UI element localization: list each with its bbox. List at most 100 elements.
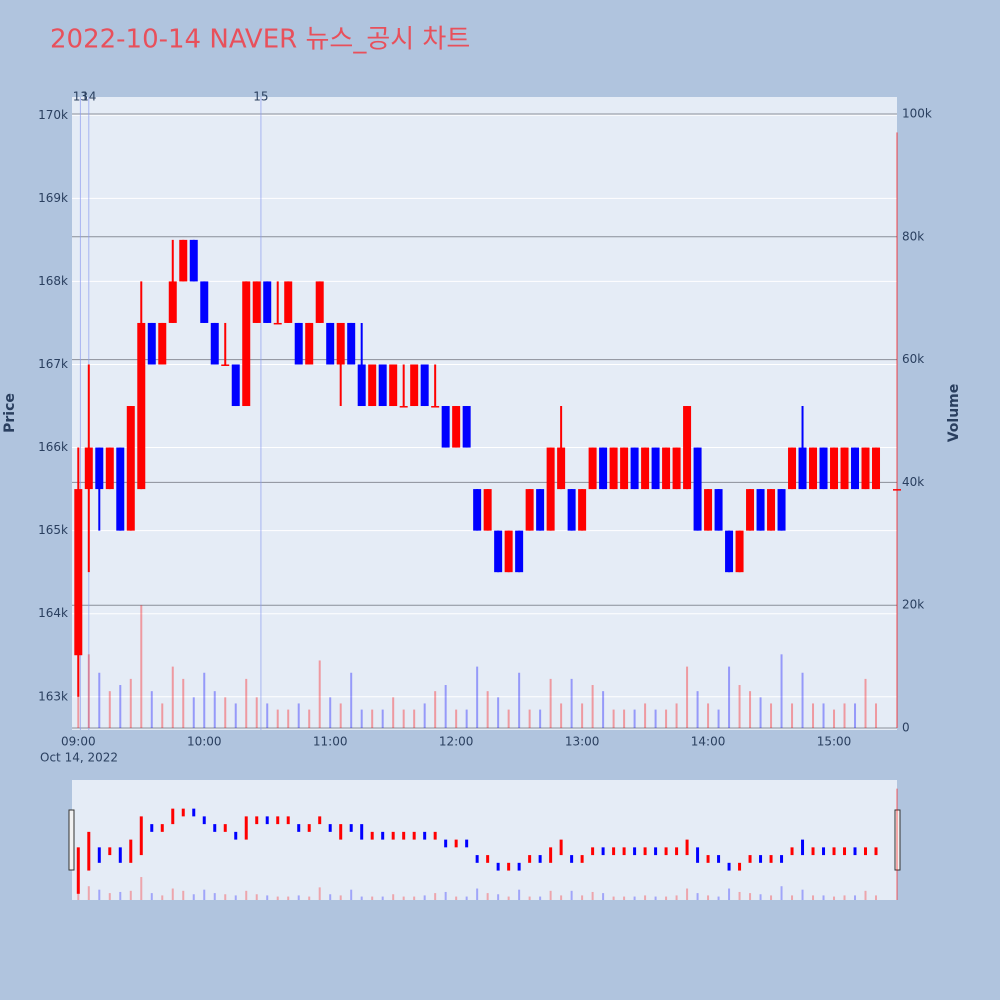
- volume-bar: [759, 697, 762, 728]
- volume-bar: [507, 709, 510, 728]
- plot-area: [72, 97, 897, 730]
- event-label: 14: [81, 90, 96, 104]
- volume-bar: [644, 703, 647, 728]
- x-tick-label: 12:00: [439, 735, 474, 749]
- volume-bar: [224, 697, 227, 728]
- candle-body: [189, 239, 198, 282]
- slider-volume-bar: [833, 896, 836, 900]
- volume-bar: [801, 672, 804, 728]
- volume-bar: [108, 691, 111, 728]
- volume-bar: [402, 709, 405, 728]
- y2-tick-label: 0: [902, 721, 910, 735]
- slider-volume-bar: [759, 894, 762, 900]
- volume-bar: [738, 685, 741, 728]
- volume-bar: [780, 654, 783, 728]
- slider-volume-bar: [686, 888, 689, 900]
- volume-bar: [518, 672, 521, 728]
- slider-volume-bar: [728, 888, 731, 900]
- candle-body: [357, 364, 366, 407]
- candle-body: [651, 447, 660, 490]
- volume-bar: [854, 703, 857, 728]
- candle-body: [693, 447, 702, 531]
- volume-bar: [707, 703, 710, 728]
- volume-bar: [381, 709, 384, 728]
- slider-volume-bar: [444, 891, 447, 900]
- candle-body: [630, 447, 639, 490]
- candle-body: [252, 281, 261, 323]
- candle-body: [242, 281, 251, 407]
- range-slider[interactable]: [72, 780, 897, 900]
- volume-bar: [129, 678, 132, 728]
- slider-volume-bar: [780, 886, 783, 900]
- slider-handle[interactable]: [68, 809, 75, 871]
- slider-volume-bar: [581, 895, 584, 900]
- volume-bar: [287, 709, 290, 728]
- candle-body: [704, 489, 713, 531]
- slider-volume-bar: [350, 889, 353, 900]
- slider-volume-bar: [644, 895, 647, 900]
- volume-bar: [423, 703, 426, 728]
- volume-bar: [255, 697, 258, 728]
- y2-tick-label: 100k: [902, 107, 932, 121]
- volume-bar: [539, 709, 542, 728]
- slider-volume-bar: [224, 894, 227, 900]
- volume-bar: [843, 703, 846, 728]
- candle-body: [777, 489, 786, 531]
- candle-body: [399, 406, 408, 408]
- slider-volume-bar: [360, 896, 363, 900]
- candle-body: [494, 530, 503, 573]
- volume-bar: [896, 132, 898, 728]
- y-tick-label: 169k: [38, 191, 68, 205]
- slider-volume-bar: [455, 896, 458, 900]
- candle-body: [210, 322, 219, 365]
- candle-body: [557, 447, 566, 490]
- volume-bar: [371, 709, 374, 728]
- y-tick-label: 166k: [38, 440, 68, 454]
- volume-bar: [623, 709, 626, 728]
- candle-body: [147, 322, 156, 365]
- candle-body: [116, 447, 125, 531]
- volume-bar: [308, 709, 311, 728]
- candle-body: [431, 406, 440, 408]
- slider-volume-bar: [549, 890, 552, 900]
- candle-body: [861, 447, 870, 490]
- slider-volume-bar: [854, 895, 857, 900]
- candle-body: [221, 364, 230, 366]
- event-label: 15: [253, 90, 268, 104]
- slider-volume-bar: [654, 896, 657, 900]
- volume-bar: [360, 709, 363, 728]
- candle-body: [788, 447, 797, 490]
- candle-body: [830, 447, 839, 490]
- candle-body: [336, 322, 345, 365]
- candle-body: [441, 406, 450, 448]
- slider-volume-bar: [381, 896, 384, 900]
- slider-volume-bar: [234, 895, 237, 900]
- y2-tick-label: 60k: [902, 352, 924, 366]
- volume-bar: [654, 709, 657, 728]
- slider-volume-bar: [875, 895, 878, 900]
- slider-volume-bar: [528, 896, 531, 900]
- volume-bar: [234, 703, 237, 728]
- volume-bar: [833, 709, 836, 728]
- x-tick-label: 14:00: [691, 735, 726, 749]
- slider-volume-bar: [612, 896, 615, 900]
- candle-body: [546, 447, 555, 531]
- slider-volume-bar: [696, 893, 699, 900]
- candle-body: [588, 447, 597, 490]
- volume-bar: [570, 678, 573, 728]
- slider-volume-bar: [308, 896, 311, 900]
- candle-body: [74, 489, 83, 656]
- slider-volume-bar: [171, 888, 174, 900]
- candle-body: [473, 489, 482, 531]
- volume-bar: [140, 605, 143, 728]
- volume-bar: [528, 709, 531, 728]
- slider-volume-bar: [633, 896, 636, 900]
- volume-bar: [728, 666, 731, 728]
- candle-body: [105, 447, 114, 490]
- volume-bar: [276, 709, 279, 728]
- candle-body: [578, 489, 587, 531]
- candle-body: [462, 406, 471, 448]
- candle-body: [840, 447, 849, 490]
- slider-volume-bar: [266, 895, 269, 900]
- slider-handle[interactable]: [894, 809, 901, 871]
